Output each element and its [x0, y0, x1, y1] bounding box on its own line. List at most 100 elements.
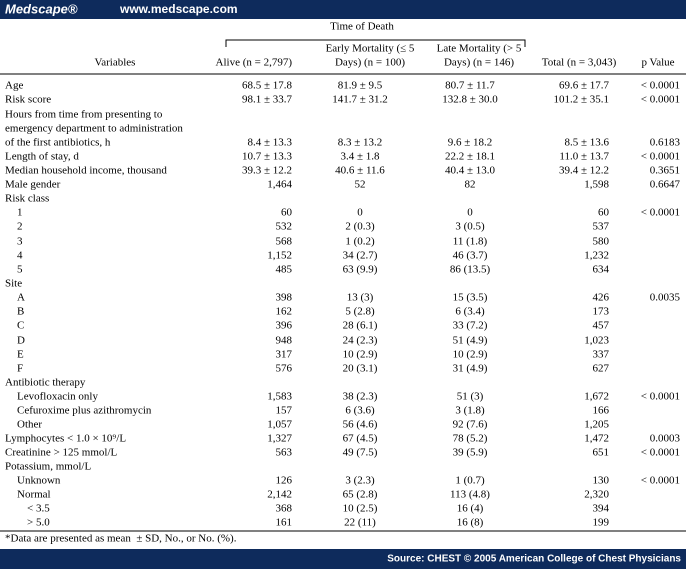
column-header: Variables	[95, 57, 136, 69]
cell: 98.1 ± 33.7	[242, 94, 293, 106]
cell: < 0.0001	[641, 94, 680, 106]
row-label: > 5.0	[27, 517, 50, 529]
row-label: 3	[17, 236, 23, 248]
cell: 166	[593, 405, 610, 417]
cell: < 0.0001	[641, 80, 680, 92]
cell: 3 (0.5)	[455, 221, 485, 233]
cell: 0	[467, 207, 473, 219]
row-label: F	[17, 363, 23, 375]
cell: 141.7 ± 31.2	[332, 94, 388, 106]
cell: 92 (7.6)	[453, 419, 488, 431]
bottom-bar	[0, 549, 686, 569]
row-label: Hours from time from presenting to	[5, 109, 163, 121]
cell: 398	[276, 292, 293, 304]
cell: 60	[598, 207, 610, 219]
cell: 78 (5.2)	[453, 433, 488, 445]
cell: 576	[276, 363, 293, 375]
cell: 22.2 ± 18.1	[445, 151, 495, 163]
url[interactable]: www.medscape.com	[119, 2, 238, 16]
cell: 3.4 ± 1.8	[340, 151, 380, 163]
cell: 426	[593, 292, 610, 304]
cell: 69.6 ± 17.7	[559, 80, 610, 92]
row-label: Median household income, thousand	[5, 165, 167, 177]
row-label: C	[17, 320, 24, 332]
cell: 10 (2.5)	[343, 503, 378, 515]
cell: 16 (8)	[457, 517, 484, 529]
cell: 2 (0.3)	[345, 221, 375, 233]
cell: 317	[276, 349, 293, 361]
row-label: Age	[5, 80, 23, 92]
cell: 161	[276, 517, 293, 529]
cell: 1 (0.2)	[345, 236, 375, 248]
row-label: Levofloxacin only	[17, 391, 98, 403]
row-label: Length of stay, d	[5, 151, 79, 163]
cell: 9.6 ± 18.2	[448, 137, 493, 149]
group-header: Time of Death	[330, 21, 394, 33]
column-header: Total (n = 3,043)	[542, 57, 617, 69]
cell: 86 (13.5)	[450, 264, 491, 276]
row-label: Lymphocytes < 1.0 × 10⁹/L	[5, 433, 126, 445]
cell: 33 (7.2)	[453, 320, 488, 332]
cell: 537	[593, 221, 610, 233]
cell: 52	[355, 179, 366, 191]
row-label: Creatinine > 125 mmol/L	[5, 447, 117, 459]
row-label: B	[17, 306, 24, 318]
cell: 0.0003	[650, 433, 681, 445]
cell: 3 (2.3)	[345, 475, 375, 487]
row-label: Risk score	[5, 94, 51, 106]
cell: 0.0035	[650, 292, 681, 304]
cell: 396	[276, 320, 293, 332]
row-label: Site	[5, 278, 22, 290]
column-header: Late Mortality (> 5	[437, 43, 522, 55]
cell: 11 (1.8)	[453, 236, 488, 248]
cell: 580	[593, 236, 610, 248]
cell: < 0.0001	[641, 151, 680, 163]
cell: 6 (3.4)	[455, 306, 485, 318]
cell: 82	[465, 179, 476, 191]
cell: 10 (2.9)	[453, 349, 488, 361]
row-label: Cefuroxime plus azithromycin	[17, 405, 152, 417]
cell: 8.4 ± 13.3	[247, 137, 292, 149]
cell: 948	[276, 335, 293, 347]
cell: 65 (2.8)	[343, 489, 378, 501]
cell: 0.6647	[650, 179, 681, 191]
cell: 51 (3)	[457, 391, 484, 403]
cell: 38 (2.3)	[343, 391, 378, 403]
cell: 2,320	[584, 489, 609, 501]
cell: 68.5 ± 17.8	[242, 80, 293, 92]
column-header: p Value	[641, 57, 674, 69]
cell: 39.4 ± 12.2	[559, 165, 609, 177]
cell: 34 (2.7)	[343, 250, 378, 262]
cell: 1 (0.7)	[455, 475, 485, 487]
row-label: Male gender	[5, 179, 61, 191]
cell: 3 (1.8)	[455, 405, 485, 417]
cell: 532	[276, 221, 293, 233]
source: Source: CHEST © 2005 American College of…	[387, 554, 681, 565]
row-label: Normal	[17, 489, 51, 501]
cell: 80.7 ± 11.7	[445, 80, 495, 92]
cell: 49 (7.5)	[343, 447, 378, 459]
bracket	[225, 39, 526, 47]
cell: 199	[593, 517, 610, 529]
cell: 0.3651	[650, 165, 680, 177]
cell: 40.4 ± 13.0	[445, 165, 496, 177]
cell: 337	[593, 349, 610, 361]
top-bar	[0, 0, 686, 19]
row-label: < 3.5	[27, 503, 50, 515]
cell: 5 (2.8)	[345, 306, 375, 318]
cell: 24 (2.3)	[343, 335, 378, 347]
cell: 1,583	[267, 391, 292, 403]
cell: 1,472	[584, 433, 609, 445]
column-header: Days) (n = 100)	[335, 57, 405, 69]
cell: 113 (4.8)	[450, 489, 490, 501]
row-label: of the first antibiotics, h	[5, 137, 111, 149]
row-label: D	[17, 335, 25, 347]
cell: 8.3 ± 13.2	[338, 137, 383, 149]
cell: 8.5 ± 13.6	[564, 137, 609, 149]
cell: 46 (3.7)	[453, 250, 488, 262]
cell: 126	[276, 475, 293, 487]
row-label: 5	[17, 264, 23, 276]
row-label: 4	[17, 250, 23, 262]
row-label: 1	[17, 207, 23, 219]
